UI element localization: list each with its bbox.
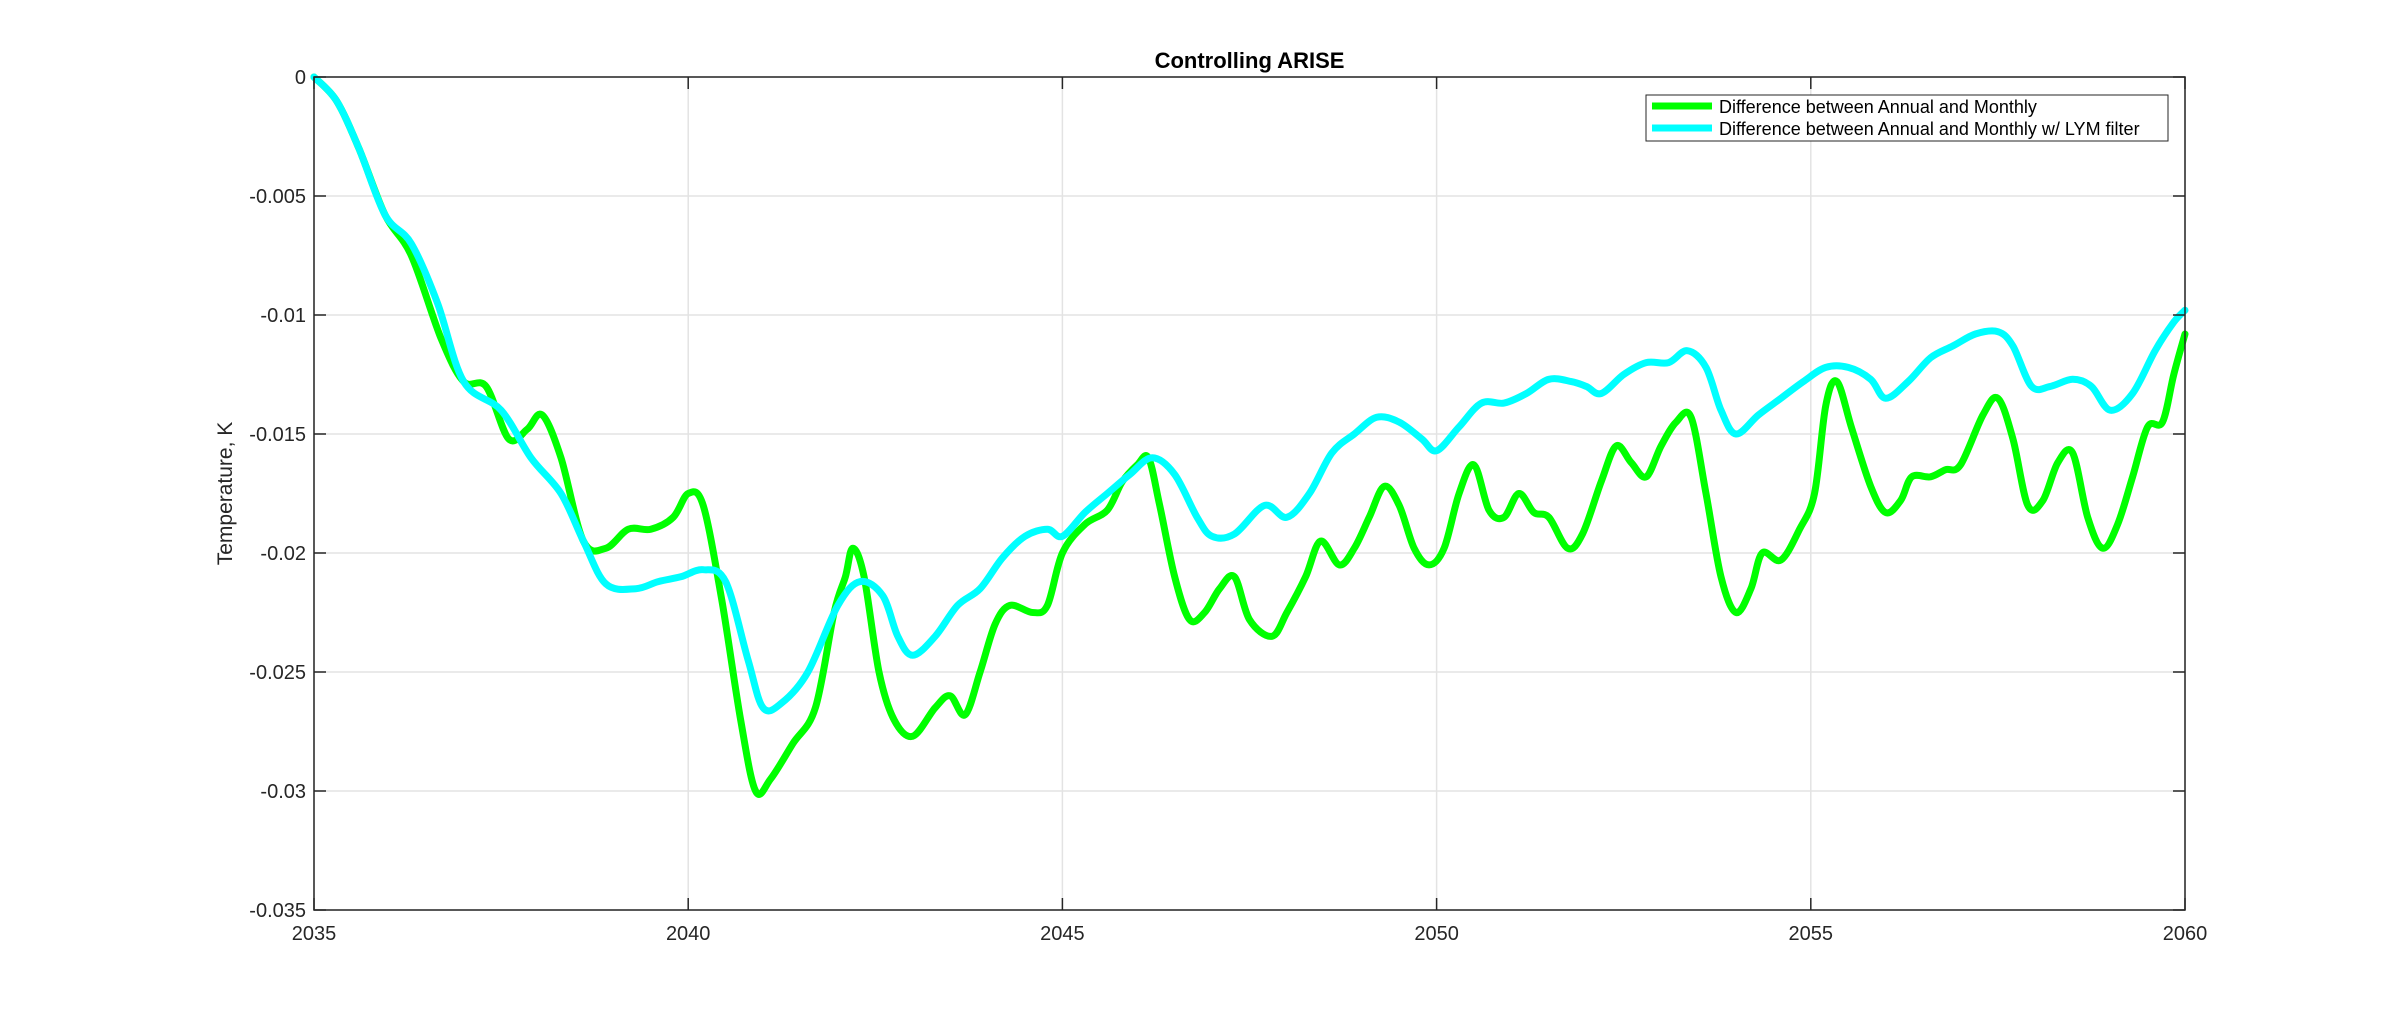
x-tick-label: 2050	[1414, 923, 1459, 945]
chart-title: Controlling ARISE	[1155, 48, 1345, 73]
legend: Difference between Annual and Monthly Di…	[1645, 94, 2169, 142]
y-tick-label: -0.035	[249, 900, 306, 922]
y-axis-label: Temperature, K	[214, 422, 237, 566]
y-tick-label: 0	[295, 67, 306, 89]
y-tick-label: -0.02	[260, 543, 306, 565]
legend-box	[1645, 94, 2169, 142]
y-tick-label: -0.025	[249, 662, 306, 684]
series-line-annual-monthly	[310, 73, 2189, 798]
plot-frame	[313, 76, 2186, 911]
legend-label-annual-monthly: Difference between Annual and Monthly	[1719, 97, 2037, 117]
x-tick-label: 2055	[1789, 923, 1834, 945]
axis-ticks	[313, 76, 2186, 911]
x-tick-label: 2060	[2163, 923, 2208, 945]
y-tick-label: -0.005	[249, 186, 306, 208]
y-tick-label: -0.01	[260, 305, 306, 327]
y-tick-label: -0.015	[249, 424, 306, 446]
x-tick-label: 2035	[292, 923, 337, 945]
x-tick-label: 2045	[1040, 923, 1085, 945]
y-tick-label: -0.03	[260, 781, 306, 803]
legend-label-lym-filter: Difference between Annual and Monthly w/…	[1719, 119, 2140, 139]
series-layer	[310, 73, 2189, 798]
series-line-lym-filter	[310, 73, 2189, 715]
tick-labels: 2035 2040 2045 2050 2055 2060 0 -0.005 -0.01 -0.0…	[249, 67, 2207, 945]
x-tick-label: 2040	[666, 923, 711, 945]
